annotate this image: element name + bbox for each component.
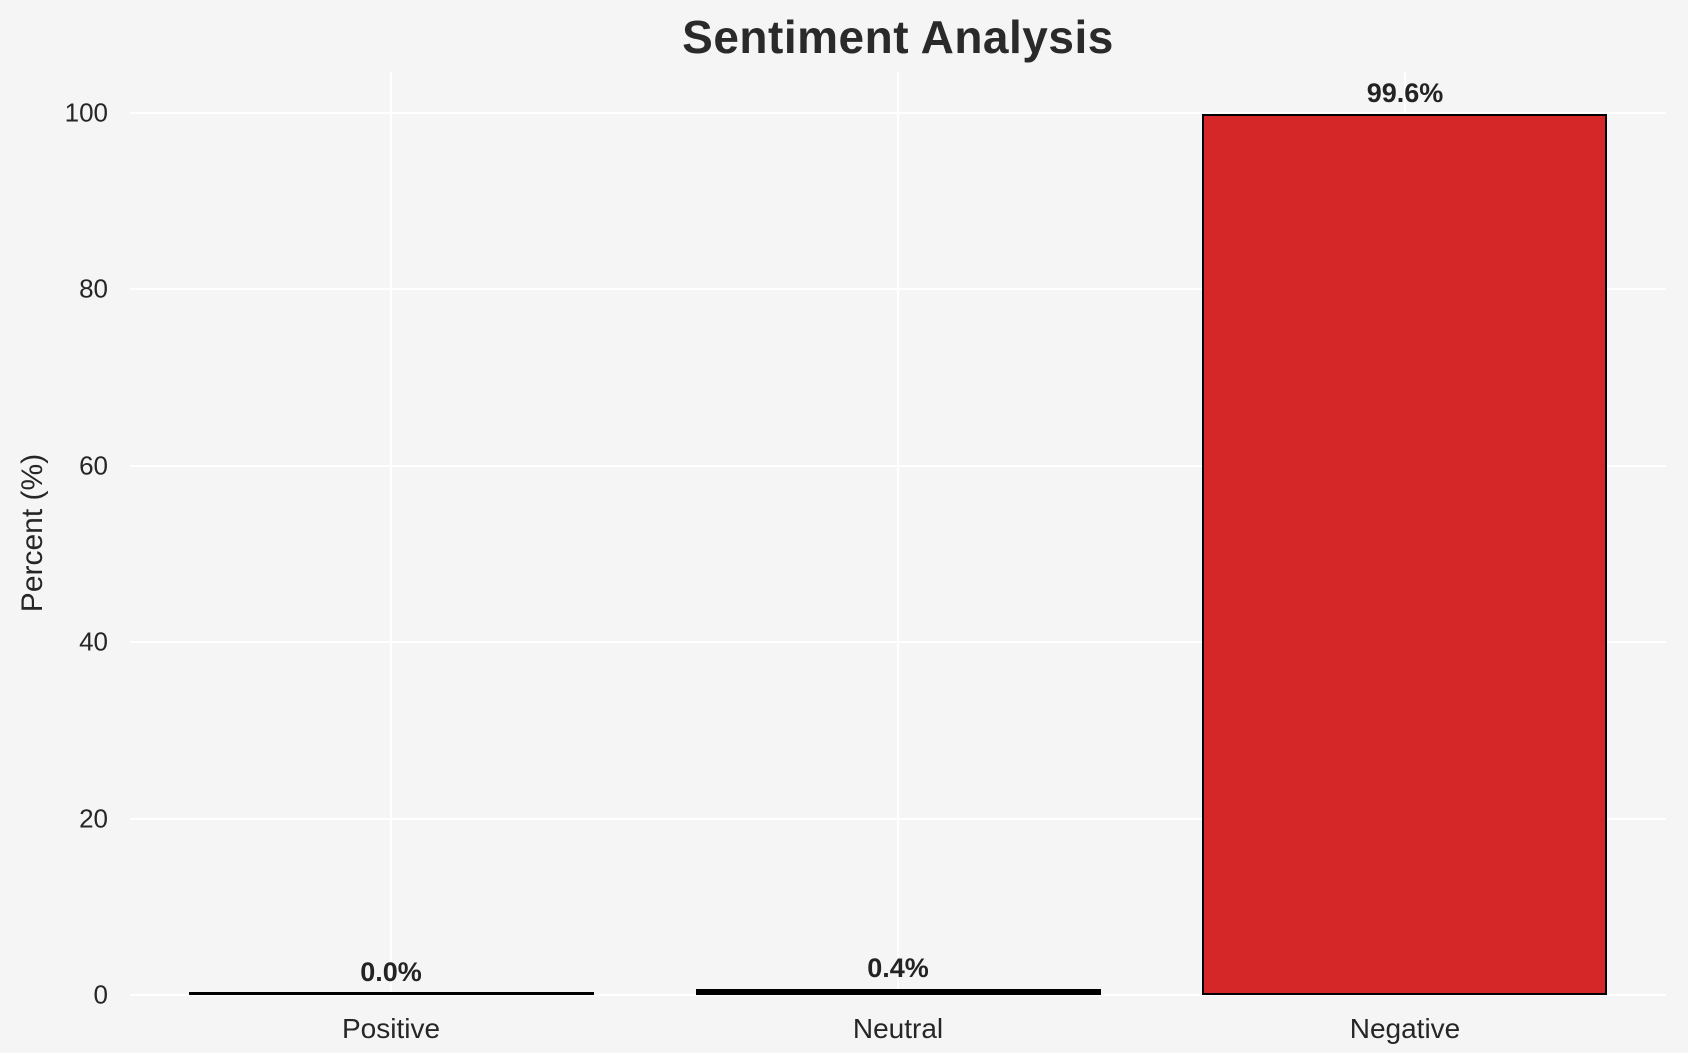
y-tick-label: 0 xyxy=(93,979,108,1010)
value-label: 0.4% xyxy=(867,953,929,983)
plot-area xyxy=(130,72,1666,996)
x-tick-label: Positive xyxy=(341,1013,441,1044)
v-gridline xyxy=(390,72,392,995)
chart-title: Sentiment Analysis xyxy=(682,11,1114,63)
h-gridline xyxy=(130,994,1666,996)
y-tick-label: 100 xyxy=(64,97,108,128)
bar-negative xyxy=(1202,114,1607,995)
v-gridline xyxy=(897,72,899,995)
value-label: 99.6% xyxy=(1366,78,1444,108)
x-tick-label: Negative xyxy=(1349,1013,1461,1044)
value-label: 0.0% xyxy=(360,957,422,987)
x-tick-label: Neutral xyxy=(852,1013,944,1044)
y-tick-label: 60 xyxy=(79,450,108,481)
bar-positive xyxy=(189,992,594,995)
y-tick-label: 80 xyxy=(79,273,108,304)
bar-neutral xyxy=(696,989,1101,995)
y-tick-label: 40 xyxy=(79,626,108,657)
y-tick-label: 20 xyxy=(79,803,108,834)
